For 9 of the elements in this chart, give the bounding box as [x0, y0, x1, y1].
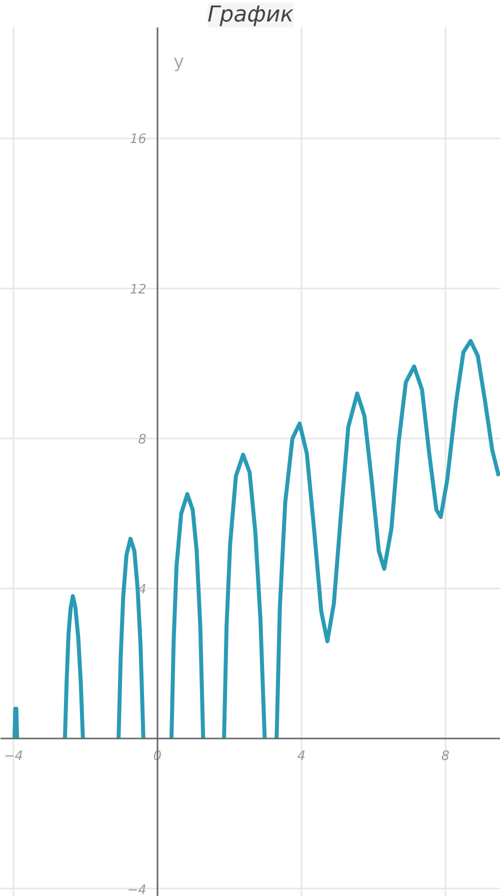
y-tick-label: −4 [127, 882, 146, 896]
y-tick-label: 16 [130, 132, 146, 148]
chart-title: График [207, 2, 294, 28]
x-tick-label: −4 [4, 748, 24, 764]
x-tick-label: 4 [297, 748, 306, 764]
y-tick-label: 8 [138, 432, 146, 448]
x-tick-label: 8 [441, 748, 450, 764]
y-tick-label: 12 [130, 282, 146, 298]
y-axis-title: y [173, 52, 184, 72]
